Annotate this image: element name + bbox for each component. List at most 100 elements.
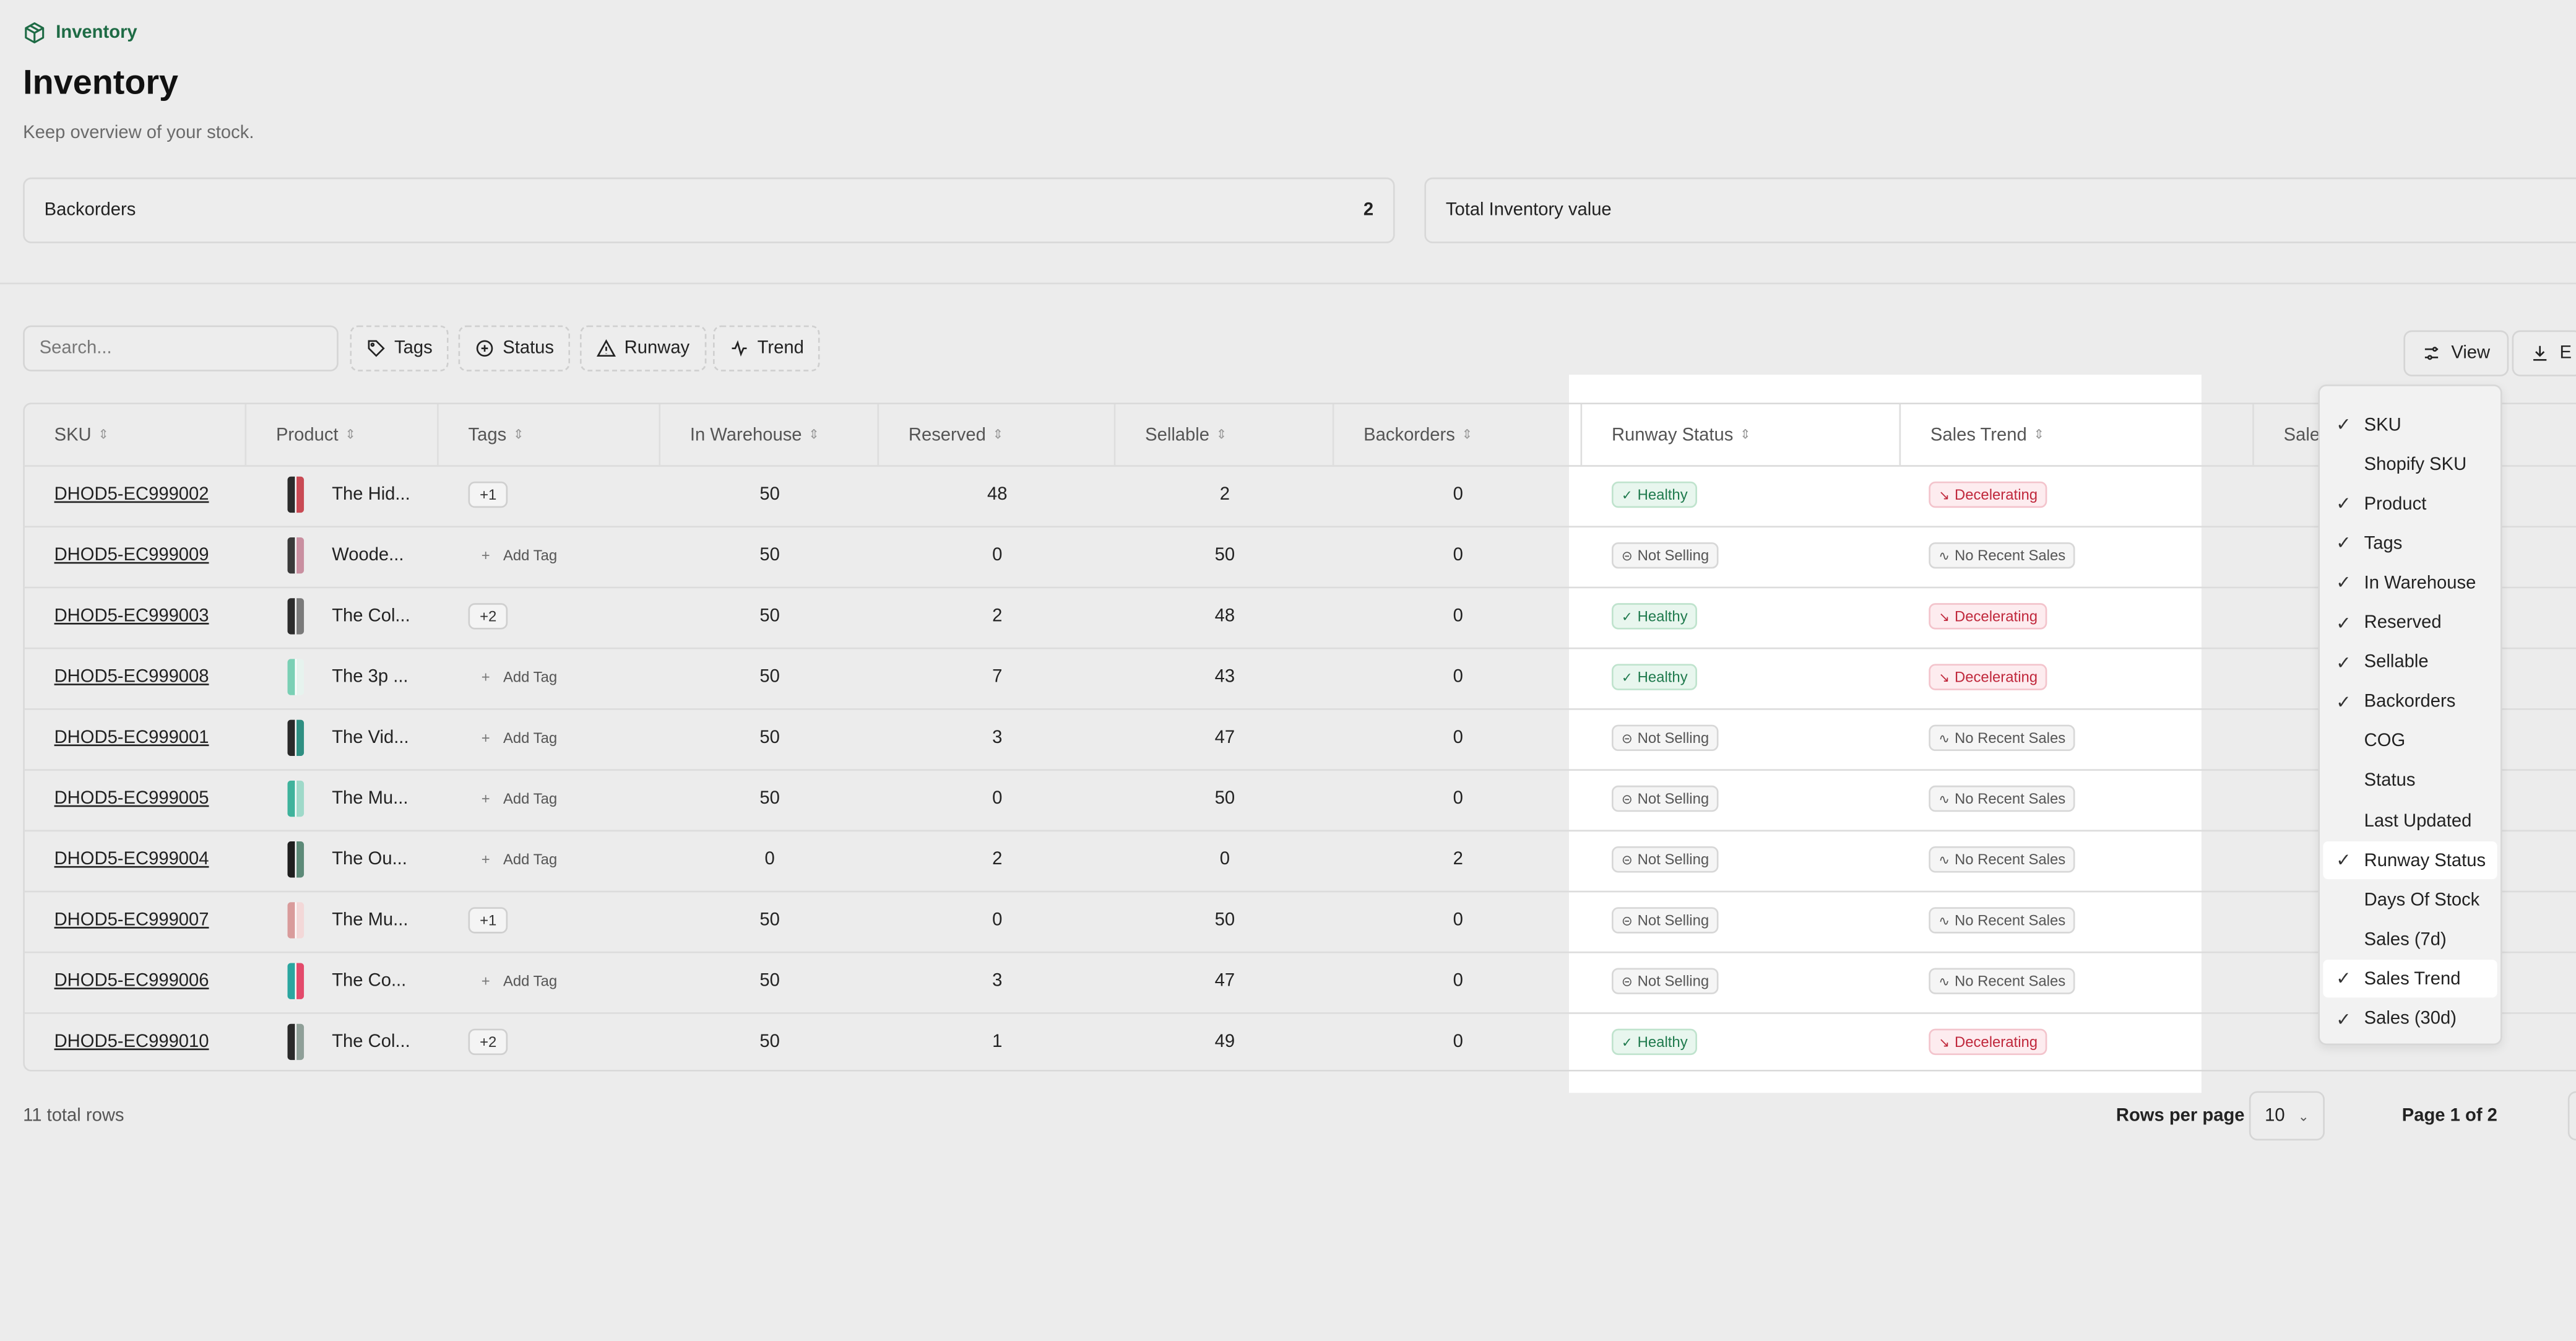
add-tag-button[interactable]: + Add Tag: [469, 730, 557, 747]
filter-runway-button[interactable]: Runway: [580, 325, 706, 371]
reserved-value: 48: [987, 485, 1008, 506]
view-menu-item[interactable]: COG: [2323, 723, 2497, 760]
column-header-sales-trend[interactable]: Sales Trend ⇕: [1901, 404, 2254, 466]
view-menu-item-label: Shopify SKU: [2364, 454, 2467, 475]
table-cell-backorders: 0: [1334, 722, 1582, 755]
table-cell-sales-trend: ∿ No Recent Sales: [1929, 540, 2241, 573]
alert-triangle-icon: [596, 339, 616, 357]
view-menu-item[interactable]: ✓ Tags: [2323, 525, 2497, 563]
minus-circle-icon: ⊝: [1621, 973, 1633, 989]
table-cell-sku: DHOD5-EC999007: [54, 904, 243, 937]
sku-link[interactable]: DHOD5-EC999008: [54, 667, 209, 688]
add-tag-button[interactable]: + Add Tag: [469, 548, 557, 565]
row-divider: [24, 1011, 2576, 1013]
minus-circle-icon: ⊝: [1621, 549, 1633, 564]
view-menu-item[interactable]: ✓ In Warehouse: [2323, 564, 2497, 602]
sku-link[interactable]: DHOD5-EC999006: [54, 971, 209, 991]
check-icon: ✓: [2336, 534, 2351, 555]
view-menu-item[interactable]: ✓ Backorders: [2323, 683, 2497, 721]
breadcrumb[interactable]: Inventory: [23, 22, 137, 45]
runway-status-badge: ✓ Healthy: [1611, 1028, 1698, 1056]
product-name: The Col...: [332, 1032, 410, 1052]
sku-link[interactable]: DHOD5-EC999010: [54, 1032, 209, 1052]
tag-count-badge[interactable]: +2: [468, 1028, 508, 1056]
reserved-value: 0: [992, 910, 1003, 931]
check-icon: ✓: [2336, 495, 2351, 515]
tag-count-badge[interactable]: +1: [468, 907, 508, 934]
table-cell-tags: + Add Tag: [469, 540, 633, 573]
check-icon: ✓: [2336, 653, 2351, 674]
check-circle-icon: ✓: [1621, 609, 1633, 625]
column-header-label: Backorders: [1364, 425, 1455, 445]
export-button[interactable]: E: [2512, 330, 2576, 376]
tag-count-badge[interactable]: +2: [468, 604, 508, 630]
add-tag-button[interactable]: + Add Tag: [469, 669, 557, 686]
table-cell-product: The Col...: [287, 599, 444, 635]
column-header-runway-status[interactable]: Runway Status ⇕: [1582, 404, 1901, 466]
column-header-label: Product: [275, 425, 339, 445]
sort-icon: ⇕: [345, 427, 356, 443]
table-cell-backorders: 0: [1334, 479, 1582, 512]
sku-link[interactable]: DHOD5-EC999007: [54, 910, 209, 931]
filter-trend-button[interactable]: Trend: [713, 325, 821, 371]
column-header-sku[interactable]: SKU ⇕: [25, 404, 247, 466]
view-menu-item[interactable]: Sales (7d): [2323, 921, 2497, 958]
runway-status-badge: ⊝ Not Selling: [1611, 725, 1719, 752]
sku-link[interactable]: DHOD5-EC999001: [54, 728, 209, 749]
view-menu-item[interactable]: ✓ Sales (30d): [2323, 1000, 2497, 1038]
view-menu-item[interactable]: ✓ Reserved: [2323, 604, 2497, 641]
sales-trend-badge: ∿ No Recent Sales: [1929, 786, 2076, 812]
column-header-reserved[interactable]: Reserved ⇕: [879, 404, 1116, 466]
view-menu-item[interactable]: ✓ SKU: [2323, 406, 2497, 444]
view-menu-item[interactable]: ✓ Runway Status: [2323, 841, 2497, 880]
sellable-value: 50: [1214, 910, 1235, 931]
view-menu-item[interactable]: Shopify SKU: [2323, 446, 2497, 484]
search-input[interactable]: [23, 325, 339, 371]
table-cell-product: Woode...: [287, 538, 444, 575]
filter-status-button[interactable]: Status: [458, 325, 571, 371]
runway-status-badge: ✓ Healthy: [1611, 664, 1698, 691]
rows-per-page-select[interactable]: 10 ⌄: [2249, 1091, 2325, 1141]
view-menu-item[interactable]: Last Updated: [2323, 802, 2497, 840]
table-cell-tags: + Add Tag: [469, 661, 633, 694]
table-cell-reserved: 0: [879, 783, 1115, 815]
table-cell-sku: DHOD5-EC999005: [54, 783, 243, 815]
table-cell-sales-trend: ↘ Decelerating: [1929, 601, 2241, 633]
table-cell-reserved: 0: [879, 540, 1115, 573]
table-cell-runway-status: ⊝ Not Selling: [1611, 540, 1891, 573]
view-menu-item[interactable]: Days Of Stock: [2323, 881, 2497, 919]
table-cell-tags: +1: [468, 904, 633, 937]
view-menu-item[interactable]: ✓ Product: [2323, 485, 2497, 523]
sales-trend-text: Decelerating: [1954, 609, 2038, 625]
sellable-value: 49: [1214, 1032, 1235, 1052]
product-thumbnail: [287, 1023, 305, 1061]
plus-circle-icon: [476, 340, 493, 357]
sort-icon: ⇕: [1461, 427, 1472, 443]
sku-link[interactable]: DHOD5-EC999009: [54, 546, 209, 566]
tag-count-badge[interactable]: +1: [468, 482, 508, 509]
sales-trend-badge: ↘ Decelerating: [1929, 604, 2048, 630]
sku-link[interactable]: DHOD5-EC999002: [54, 485, 209, 506]
table-cell-sales-trend: ∿ No Recent Sales: [1929, 783, 2241, 815]
sku-link[interactable]: DHOD5-EC999003: [54, 607, 209, 627]
sellable-value: 48: [1214, 607, 1235, 627]
column-header-sellable[interactable]: Sellable ⇕: [1115, 404, 1334, 466]
column-header-product[interactable]: Product ⇕: [246, 404, 439, 466]
sku-link[interactable]: DHOD5-EC999004: [54, 849, 209, 870]
table-cell-sales-trend: ∿ No Recent Sales: [1929, 722, 2241, 755]
column-header-tags[interactable]: Tags ⇕: [439, 404, 661, 466]
view-menu-item[interactable]: ✓ Sales Trend: [2323, 960, 2497, 999]
column-header-backorders[interactable]: Backorders ⇕: [1334, 404, 1583, 466]
view-menu-item[interactable]: Status: [2323, 762, 2497, 800]
view-menu-item[interactable]: ✓ Sellable: [2323, 643, 2497, 681]
sku-link[interactable]: DHOD5-EC999005: [54, 789, 209, 809]
add-tag-button[interactable]: + Add Tag: [469, 973, 557, 990]
add-tag-button[interactable]: + Add Tag: [469, 851, 557, 868]
column-header-sales[interactable]: Sale: [2254, 404, 2576, 465]
column-header-in-warehouse[interactable]: In Warehouse ⇕: [660, 404, 880, 466]
view-button[interactable]: View: [2403, 330, 2509, 376]
add-tag-button[interactable]: + Add Tag: [469, 791, 557, 807]
filter-tags-button[interactable]: Tags: [350, 325, 449, 371]
table-cell-runway-status: ⊝ Not Selling: [1611, 904, 1891, 937]
first-page-button[interactable]: [2567, 1091, 2576, 1141]
